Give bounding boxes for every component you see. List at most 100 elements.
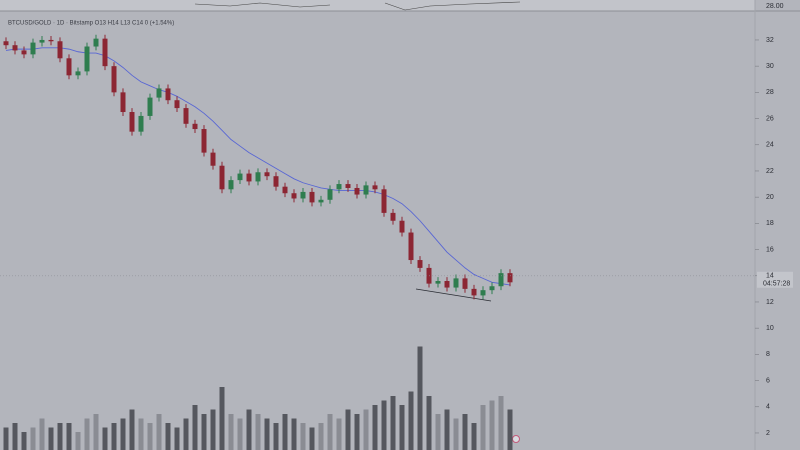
candle-body [93, 38, 99, 47]
volume-bar [156, 414, 162, 450]
candle-body [165, 88, 171, 101]
volume-bar [417, 346, 423, 450]
volume-bar [363, 409, 369, 450]
candle-body [147, 97, 153, 116]
volume-bar [444, 409, 450, 450]
volume-bar [75, 432, 81, 450]
y-tick-label: 18 [766, 220, 774, 227]
candle-body [282, 186, 288, 194]
candle-body [336, 184, 342, 190]
volume-bar [228, 414, 234, 450]
candle-body [390, 212, 396, 221]
top-pane-indicator [194, 1, 521, 11]
volume-bar [408, 391, 414, 450]
candle-body [291, 193, 297, 199]
volume-bar [210, 409, 216, 450]
candle-body [48, 39, 54, 42]
volume-bar [66, 423, 72, 450]
y-tick-label: 22 [766, 168, 774, 175]
candle-body [201, 129, 207, 153]
y-tick-label: 30 [766, 63, 774, 70]
volume-bar [102, 427, 108, 450]
countdown-label: 04:57:28 [763, 281, 790, 288]
volume-bar [84, 418, 90, 450]
candle-body [12, 45, 18, 51]
candle-body [435, 281, 441, 284]
volume-bar [336, 418, 342, 450]
candle-body [102, 38, 108, 67]
y-tick-label: 24 [766, 142, 774, 149]
volume-bar [282, 414, 288, 450]
volume-bar [30, 427, 36, 450]
candle-body [462, 278, 468, 289]
volume-bar [381, 400, 387, 450]
volume-bar [93, 414, 99, 450]
candle-body [3, 41, 9, 46]
volume-bar [390, 396, 396, 450]
candle-body [417, 260, 423, 268]
candle-body [21, 50, 27, 55]
candle-body [120, 92, 126, 113]
candle-body [471, 288, 477, 296]
last-price-label: 14 [766, 273, 774, 280]
volume-bar [264, 418, 270, 450]
candle-body [57, 41, 63, 59]
volume-bar [318, 423, 324, 450]
candle-body [345, 184, 351, 188]
volume-bar [165, 423, 171, 450]
candle-body [39, 39, 45, 43]
candle-body [174, 100, 180, 109]
volume-bar [345, 409, 351, 450]
candle-body [381, 189, 387, 213]
volume-bar [480, 405, 486, 450]
volume-bar [3, 427, 9, 450]
volume-bar [291, 418, 297, 450]
indicator-icon[interactable] [512, 435, 520, 443]
volume-bar [183, 418, 189, 450]
candle-body [84, 46, 90, 72]
candle-body [363, 185, 369, 195]
candle-body [138, 115, 144, 132]
candle-body [507, 273, 513, 283]
volume-bar [327, 414, 333, 450]
candle-body [30, 42, 36, 55]
candle-body [327, 189, 333, 200]
moving-average-line [5, 47, 511, 286]
volume-bar [273, 423, 279, 450]
candle-body [264, 172, 270, 177]
candle-body [237, 173, 243, 181]
candle-body [210, 152, 216, 166]
y-tick-label: 20 [766, 194, 774, 201]
volume-bar [219, 387, 225, 450]
candle-body [219, 165, 225, 190]
y-tick-label: 8 [766, 351, 770, 358]
volume-bar [507, 409, 513, 450]
candle-body [408, 232, 414, 261]
volume-bar [309, 427, 315, 450]
candle-body [372, 185, 378, 190]
candle-body [399, 220, 405, 233]
candle-body [75, 71, 81, 76]
y-tick-label: 4 [766, 404, 770, 411]
candle-body [66, 58, 72, 76]
candle-body [444, 281, 450, 288]
volume-bar [21, 432, 27, 450]
candle-body [318, 199, 324, 203]
candle-body [111, 66, 117, 93]
candle-body [156, 88, 162, 98]
volume-bar [192, 405, 198, 450]
candle-body [129, 112, 135, 132]
y-tick-label: 16 [766, 246, 774, 253]
volume-bar [453, 418, 459, 450]
y-tick-label: 10 [766, 325, 774, 332]
volume-bar [354, 414, 360, 450]
trendline-drawing [415, 288, 492, 302]
candle-body [246, 173, 252, 182]
volume-bar [129, 409, 135, 450]
candle-body [273, 176, 279, 187]
volume-bar [111, 423, 117, 450]
volume-bar [39, 418, 45, 450]
y-tick-label: 28 [766, 89, 774, 96]
candle-body [498, 273, 504, 287]
